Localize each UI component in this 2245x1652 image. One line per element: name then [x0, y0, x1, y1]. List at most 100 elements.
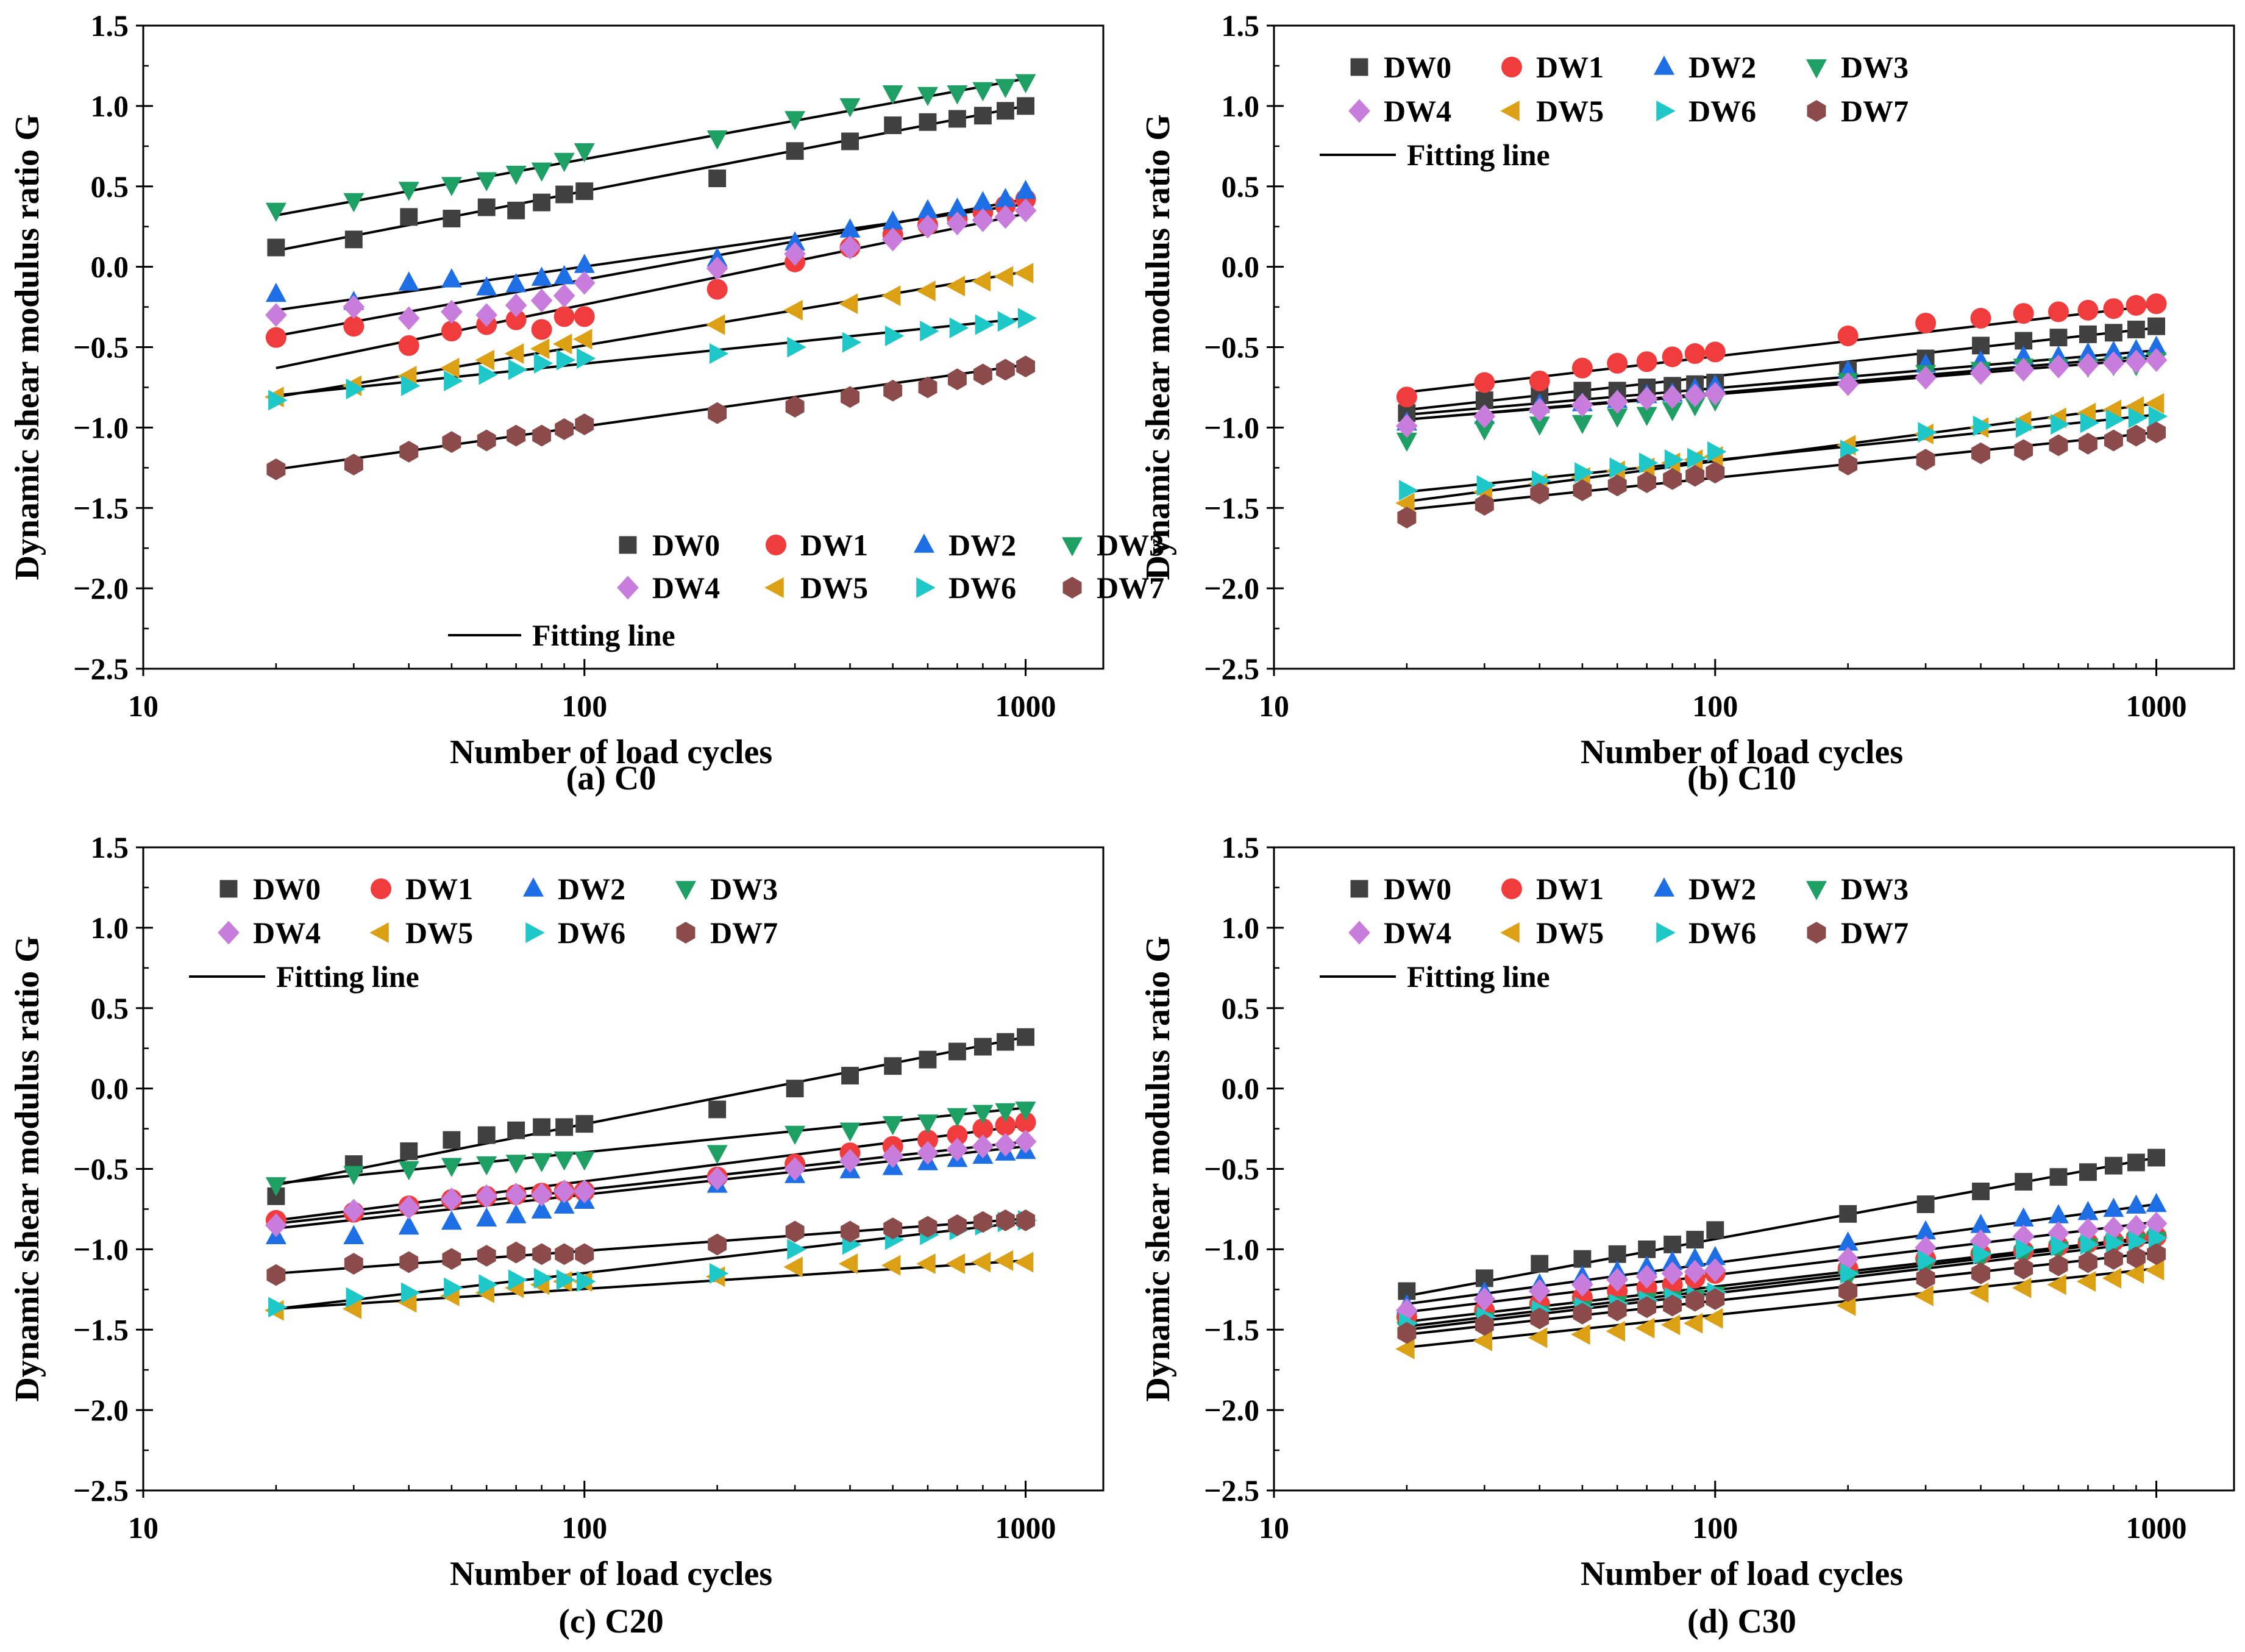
- data-point-dw7: [1838, 1280, 1858, 1302]
- x-axis-label: Number of load cycles: [1581, 1555, 1903, 1593]
- data-point-dw3: [882, 85, 903, 105]
- data-point-dw6: [1664, 449, 1684, 471]
- data-point-dw1: [1970, 308, 1991, 329]
- legend-marker-dw7: [1807, 100, 1826, 122]
- y-tick-label: −1.0: [73, 1232, 129, 1266]
- data-point-dw6: [2015, 1239, 2035, 1260]
- data-point-dw5: [1660, 1314, 1681, 1336]
- legend-marker-dw3: [1806, 881, 1827, 900]
- data-point-dw2: [1837, 1231, 1859, 1251]
- data-point-dw5: [1473, 1330, 1493, 1351]
- data-point-dw0: [2127, 321, 2145, 338]
- data-point-dw0: [443, 1131, 461, 1149]
- data-point-dw7: [1706, 1288, 1725, 1310]
- data-point-dw6: [2105, 1232, 2126, 1253]
- data-point-dw1: [1474, 372, 1495, 393]
- x-tick-label: 100: [1692, 1511, 1738, 1545]
- data-point-dw2: [2048, 1204, 2069, 1223]
- data-point-dw1: [1704, 341, 1726, 363]
- data-point-dw7: [1663, 468, 1682, 490]
- x-tick-label: 1000: [2126, 689, 2187, 723]
- data-point-dw0: [400, 208, 418, 226]
- legend-label-dw0: DW0: [253, 872, 321, 906]
- data-point-dw7: [1397, 507, 1417, 529]
- legend-label-dw5: DW5: [1536, 916, 1604, 950]
- data-point-dw0: [1017, 1028, 1034, 1046]
- data-point-dw1: [343, 316, 365, 337]
- y-tick-label: −1.5: [1204, 491, 1259, 525]
- data-point-dw5: [2144, 393, 2165, 414]
- data-point-dw6: [2051, 1236, 2070, 1257]
- data-point-dw2: [1015, 179, 1036, 199]
- x-tick-label: 100: [1692, 689, 1738, 723]
- data-point-dw6: [577, 347, 596, 369]
- data-point-dw6: [709, 1262, 729, 1284]
- data-point-dw1: [441, 321, 462, 342]
- fitting-line-dw4: [1406, 1220, 2157, 1314]
- data-point-dw0: [1608, 1245, 1626, 1263]
- data-point-dw6: [533, 352, 553, 374]
- data-point-dw0: [841, 132, 859, 151]
- data-point-dw5: [1395, 493, 1415, 514]
- legend-label-dw4: DW4: [1384, 916, 1451, 950]
- data-point-dw4: [1528, 397, 1551, 422]
- panel-title: (b) C10: [1687, 760, 1796, 797]
- data-point-dw0: [948, 110, 966, 128]
- data-point-dw7: [266, 458, 286, 480]
- x-tick-label: 100: [561, 1511, 607, 1545]
- data-point-dw0: [477, 1126, 496, 1144]
- data-point-dw1: [1636, 351, 1657, 372]
- data-point-dw4: [397, 306, 420, 330]
- y-tick-label: −1.0: [73, 410, 129, 444]
- data-point-dw5: [1914, 1285, 1934, 1306]
- data-point-dw5: [530, 338, 550, 360]
- data-point-dw0: [507, 201, 525, 219]
- data-point-dw5: [994, 1250, 1014, 1271]
- data-point-dw3: [785, 111, 806, 130]
- data-point-dw7: [841, 386, 859, 408]
- data-point-dw0: [1531, 1255, 1549, 1273]
- data-point-dw7: [1663, 1294, 1682, 1317]
- data-point-dw4: [1837, 372, 1859, 396]
- fitting-line-dw2: [276, 1145, 1026, 1230]
- data-point-dw4: [265, 303, 287, 327]
- fitting-line-dw7: [1406, 1251, 2157, 1336]
- data-point-dw1: [1396, 386, 1417, 408]
- data-point-dw5: [881, 285, 901, 307]
- data-point-dw2: [2126, 339, 2147, 358]
- data-point-dw7: [575, 413, 594, 435]
- fitting-line-dw2: [1406, 1203, 2157, 1306]
- legend-marker-dw4: [218, 920, 240, 945]
- data-point-dw2: [1684, 1247, 1706, 1267]
- y-tick-label: −2.0: [73, 571, 129, 605]
- legend-label-dw1: DW1: [1536, 872, 1604, 906]
- data-point-dw4: [505, 293, 527, 318]
- data-point-dw7: [1971, 442, 1990, 465]
- chart-panel-3: −2.5 −2.0 −1.5 −1.0 −0.5 0.0 0.5 1.0 1.5 10 100 100…: [9, 830, 1105, 1640]
- legend-label-dw0: DW0: [1384, 50, 1451, 84]
- data-point-dw7: [973, 363, 992, 386]
- data-point-dw3: [706, 1145, 728, 1164]
- data-point-dw2: [476, 276, 497, 296]
- data-point-dw4: [1837, 1247, 1859, 1271]
- data-point-dw7: [918, 1216, 937, 1238]
- data-point-dw5: [2076, 1271, 2096, 1292]
- data-point-dw7: [918, 376, 937, 399]
- data-point-dw5: [475, 349, 494, 371]
- data-point-dw3: [972, 82, 994, 102]
- legend-label-dw7: DW7: [1841, 916, 1909, 950]
- data-point-dw5: [2124, 396, 2144, 418]
- y-tick-label: −0.5: [1204, 1152, 1259, 1186]
- y-tick-label: −1.5: [73, 1312, 129, 1347]
- data-point-dw3: [343, 193, 365, 213]
- data-point-dw0: [267, 238, 285, 257]
- data-point-dw5: [971, 271, 991, 292]
- data-point-dw5: [1683, 1312, 1703, 1334]
- legend-label-fitting-line: Fitting line: [276, 960, 419, 994]
- fitting-line-dw7: [1406, 431, 2157, 511]
- legend-label-dw4: DW4: [1384, 94, 1451, 128]
- data-point-dw7: [1607, 474, 1627, 497]
- data-point-dw7: [1685, 1289, 1705, 1312]
- data-point-dw2: [1915, 1220, 1937, 1240]
- legend-label-dw7: DW7: [710, 916, 778, 950]
